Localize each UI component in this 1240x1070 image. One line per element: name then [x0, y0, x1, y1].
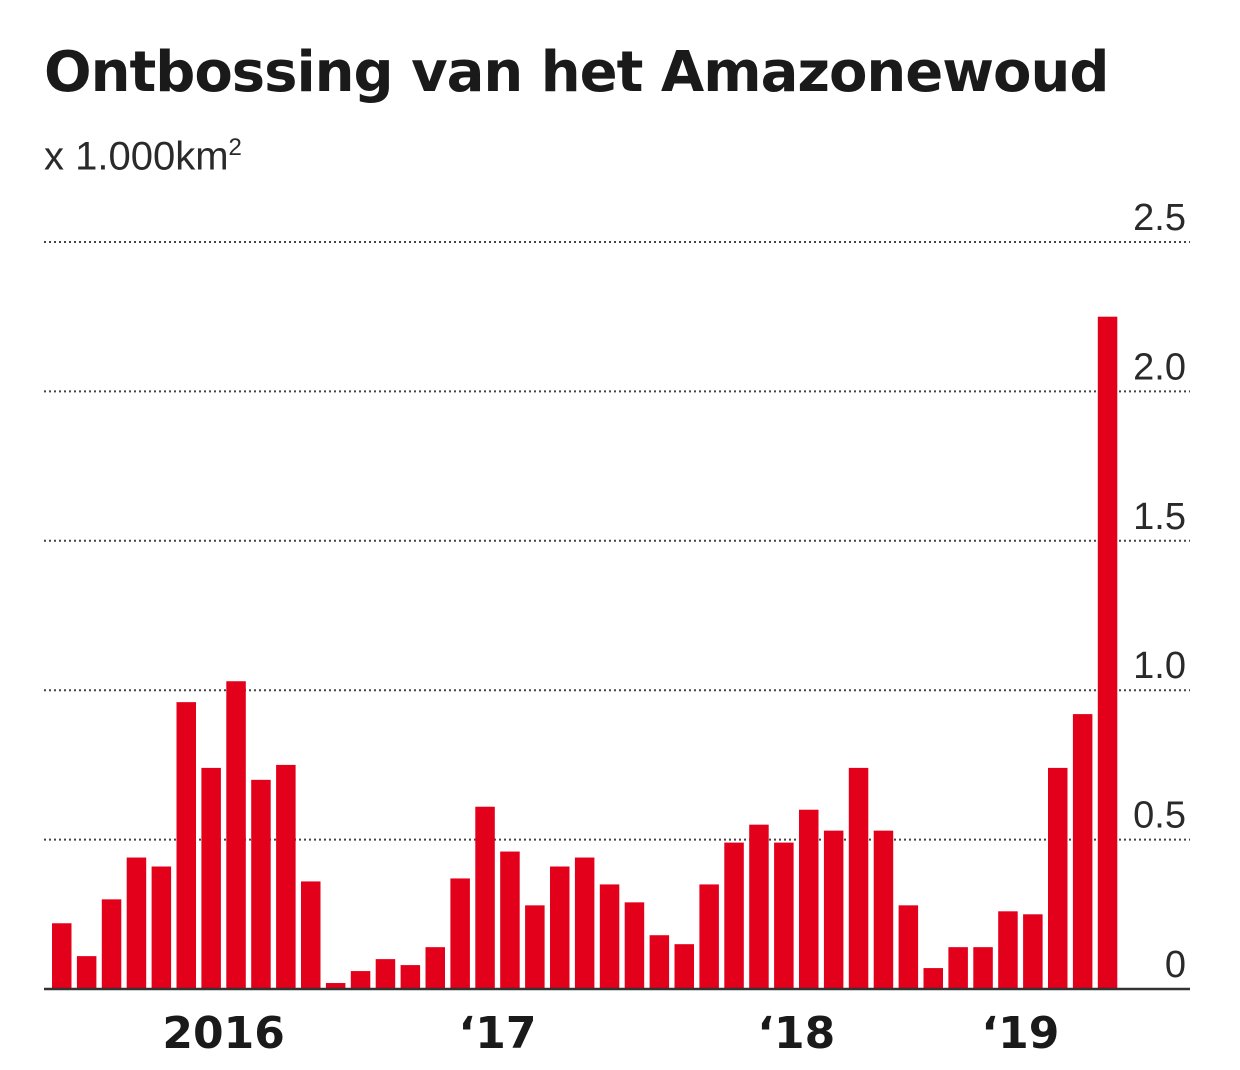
y-tick-label: 0: [1165, 944, 1186, 986]
bar: [475, 806, 495, 989]
bar: [724, 842, 744, 989]
bar: [1023, 914, 1043, 989]
bar: [898, 905, 919, 989]
bar: [998, 911, 1018, 989]
chart-title: Ontbossing van het Amazonewoud: [44, 40, 1109, 105]
x-tick-label: ‘17: [459, 1008, 537, 1059]
bar: [350, 971, 371, 989]
bar: [973, 947, 993, 989]
x-tick-label: ‘19: [981, 1008, 1059, 1059]
bar: [649, 935, 670, 989]
bar: [101, 899, 122, 989]
bar: [450, 878, 470, 989]
bar: [151, 866, 172, 989]
bar: [624, 902, 645, 989]
y-tick-label: 1.0: [1133, 645, 1186, 687]
bar: [500, 851, 520, 989]
unit-label-base: x 1.000km: [44, 134, 229, 179]
bar: [325, 983, 346, 989]
bar: [251, 779, 271, 989]
bar: [126, 857, 147, 989]
bar: [799, 809, 819, 989]
bar: [1072, 714, 1093, 989]
bar: [574, 857, 595, 989]
bar: [375, 959, 396, 989]
unit-label-superscript: 2: [228, 134, 242, 161]
y-tick-label: 2.5: [1133, 197, 1186, 239]
bar: [873, 830, 894, 989]
y-tick-label: 0.5: [1133, 795, 1186, 837]
bar: [848, 767, 869, 989]
bar: [52, 923, 72, 989]
bar: [226, 681, 246, 989]
bar: [176, 702, 196, 989]
bar: [201, 767, 221, 989]
bar: [525, 905, 545, 989]
x-tick-label: ‘18: [757, 1008, 835, 1059]
bar: [599, 884, 620, 989]
bar: [674, 944, 694, 989]
bar: [1048, 767, 1068, 989]
bar: [774, 842, 794, 989]
unit-label: x 1.000km2: [44, 134, 242, 179]
bar: [550, 866, 570, 989]
bar: [400, 965, 421, 989]
bar: [948, 947, 968, 989]
bar: [76, 956, 97, 989]
bar: [823, 830, 844, 989]
bar: [301, 881, 321, 989]
y-tick-label: 2.0: [1133, 346, 1186, 388]
bar: [276, 764, 296, 989]
bar: [749, 824, 769, 989]
bar: [1097, 316, 1118, 989]
bar: [699, 884, 719, 989]
bar: [923, 968, 943, 989]
bar: [425, 947, 445, 989]
x-tick-label: 2016: [162, 1008, 284, 1059]
y-tick-label: 1.5: [1133, 496, 1186, 538]
